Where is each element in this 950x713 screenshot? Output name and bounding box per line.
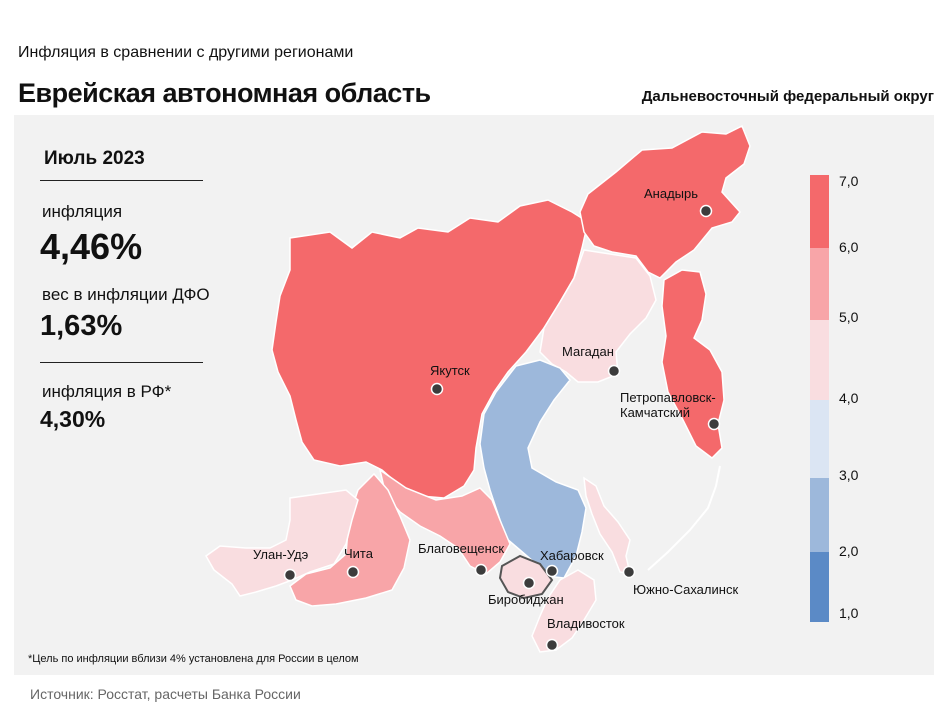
city-label: Владивосток (547, 616, 625, 631)
region-magadan[interactable] (539, 249, 657, 383)
city-label: Петропавловск- (620, 390, 716, 405)
legend-tick: 4,0 (839, 390, 859, 406)
city-marker (699, 204, 713, 218)
city-marker (545, 564, 559, 578)
legend-tick: 2,0 (839, 543, 859, 559)
legend-tick: 1,0 (839, 605, 859, 621)
city-marker (522, 576, 536, 590)
region-primorye[interactable] (531, 569, 597, 653)
footnote: *Цель по инфляции вблизи 4% установлена … (28, 653, 359, 665)
region-yakutia[interactable] (271, 199, 589, 499)
city-marker (545, 638, 559, 652)
city-anadyr[interactable]: Анадырь (644, 186, 713, 218)
legend-bin-4-5 (810, 320, 829, 400)
city-label: Хабаровск (540, 548, 604, 563)
weight-value: 1,63% (40, 310, 123, 342)
kuril-islands (647, 465, 721, 571)
legend-tick: 7,0 (839, 173, 859, 189)
rf-inflation-label: инфляция в РФ* (42, 382, 172, 401)
region-jewish-ao[interactable] (498, 554, 554, 600)
region-buryatia[interactable] (205, 489, 359, 597)
city-marker (430, 382, 444, 396)
city-khabarovsk[interactable]: Хабаровск (540, 548, 604, 578)
city-marker (283, 568, 297, 582)
city-label: Южно-Сахалинск (633, 582, 738, 597)
region-zabaykalsky[interactable] (289, 472, 411, 607)
district-caption: Дальневосточный федеральный округ (641, 88, 934, 105)
city-chita[interactable]: Чита (344, 546, 374, 579)
city-marker (607, 364, 621, 378)
city-yuzhno-sakhalinsk[interactable]: Южно-Сахалинск (622, 565, 739, 598)
weight-label: вес в инфляции ДФО (42, 285, 210, 304)
city-label: Чита (344, 546, 374, 561)
city-marker (346, 565, 360, 579)
city-birobidzhan[interactable]: Биробиджан (488, 576, 564, 608)
city-ulan-ude[interactable]: Улан-Удэ (253, 547, 309, 582)
region-khabarovsk[interactable] (479, 359, 587, 579)
city-vladivostok[interactable]: Владивосток (545, 616, 625, 652)
legend-tick: 6,0 (839, 239, 859, 255)
city-label: Камчатский (620, 405, 690, 420)
inflation-label: инфляция (42, 202, 123, 221)
city-marker (474, 563, 488, 577)
period-label: Июль 2023 (44, 148, 145, 169)
city-yakutsk[interactable]: Якутск (430, 363, 470, 396)
divider (40, 362, 203, 363)
rf-inflation-value: 4,30% (40, 406, 106, 432)
inflation-value: 4,46% (40, 226, 143, 267)
page-title: Еврейская автономная область (18, 78, 431, 108)
legend-bin-1-2 (810, 552, 829, 622)
legend-bin-2-3 (810, 478, 829, 552)
city-label: Якутск (430, 363, 470, 378)
divider (40, 180, 203, 181)
legend-tick: 3,0 (839, 467, 859, 483)
source-note: Источник: Росстат, расчеты Банка России (30, 686, 301, 702)
city-label: Магадан (562, 344, 614, 359)
legend-tick: 5,0 (839, 309, 859, 325)
city-marker (707, 417, 721, 431)
region-chukotka[interactable] (579, 124, 751, 279)
legend-bin-3-4 (810, 400, 829, 478)
city-petropavlovsk[interactable]: Петропавловск- Камчатский (620, 390, 721, 431)
page-subtitle: Инфляция в сравнении с другими регионами (18, 44, 354, 61)
region-amur[interactable] (378, 468, 511, 575)
city-label: Анадырь (644, 186, 698, 201)
city-blagoveshchensk[interactable]: Благовещенск (418, 541, 504, 577)
legend-bin-6-7 (810, 175, 829, 248)
city-label: Благовещенск (418, 541, 504, 556)
legend-bin-5-6 (810, 248, 829, 320)
city-magadan[interactable]: Магадан (562, 344, 621, 378)
city-label: Биробиджан (488, 592, 564, 607)
color-legend: 7,0 6,0 5,0 4,0 3,0 2,0 1,0 (810, 173, 859, 622)
city-label: Улан-Удэ (253, 547, 309, 562)
city-marker (622, 565, 636, 579)
